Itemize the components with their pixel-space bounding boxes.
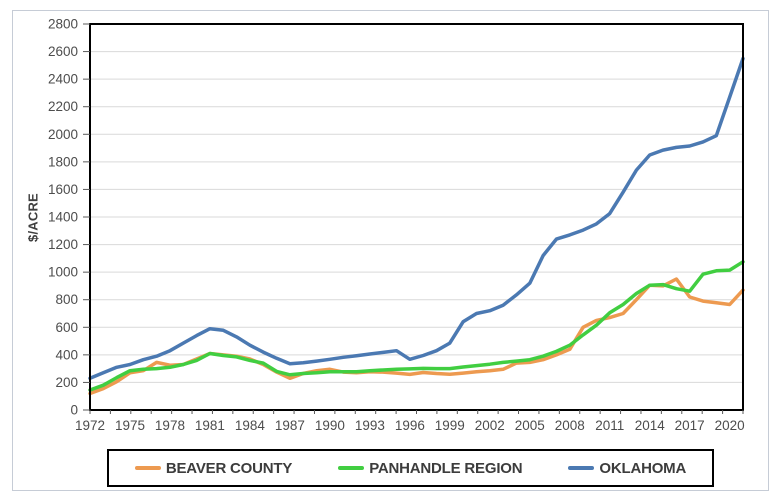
oklahoma-line xyxy=(88,56,745,381)
y-tick-label: 1400 xyxy=(48,210,78,225)
legend-item-beaver-county: BEAVER COUNTY xyxy=(134,459,293,477)
x-tick-label: 1978 xyxy=(155,418,185,433)
x-tick-label: 2002 xyxy=(475,418,505,433)
legend: BEAVER COUNTY PANHANDLE REGION OKLAHOMA xyxy=(107,449,714,487)
panhandle-region-legend-label: PANHANDLE REGION xyxy=(369,459,523,477)
y-tick-label: 2200 xyxy=(48,99,78,114)
y-tick-label: 600 xyxy=(55,320,78,335)
legend-item-panhandle-region: PANHANDLE REGION xyxy=(338,459,523,477)
y-tick-label: 200 xyxy=(55,375,78,390)
x-tick-label: 2008 xyxy=(555,418,585,433)
x-tick-label: 2005 xyxy=(515,418,545,433)
x-tick-label: 1993 xyxy=(355,418,385,433)
panhandle-region-legend-swatch xyxy=(338,466,365,470)
y-tick-label: 1600 xyxy=(48,182,78,197)
y-gridlines xyxy=(90,23,743,383)
y-tick-label: 400 xyxy=(55,347,78,362)
y-axis-title: $/ACRE xyxy=(25,193,41,242)
panhandle-region-line xyxy=(88,260,745,392)
y-axis-ticks-and-labels: 0 200 400 600 800 1000 1200 1400 1600 1800 2000 220… xyxy=(48,17,90,418)
y-tick-label: 1000 xyxy=(48,265,78,280)
y-tick-label: 2800 xyxy=(48,17,78,32)
x-tick-label: 1996 xyxy=(395,418,425,433)
beaver-county-legend-swatch xyxy=(134,466,161,470)
oklahoma-legend-swatch xyxy=(568,466,595,470)
y-tick-label: 1800 xyxy=(48,154,78,169)
x-tick-label: 1990 xyxy=(315,418,345,433)
x-tick-label: 1981 xyxy=(195,418,225,433)
y-tick-label: 0 xyxy=(70,403,78,418)
legend-item-oklahoma: OKLAHOMA xyxy=(568,460,686,477)
x-tick-label: 2014 xyxy=(635,418,666,433)
y-tick-label: 1200 xyxy=(48,237,78,252)
beaver-county-line xyxy=(88,277,745,396)
x-tick-label: 1975 xyxy=(115,418,145,433)
x-tick-label: 1999 xyxy=(435,418,465,433)
x-tick-label: 2020 xyxy=(715,418,745,433)
y-tick-label: 2600 xyxy=(48,44,78,59)
y-tick-label: 2000 xyxy=(48,127,78,142)
y-tick-label: 2400 xyxy=(48,72,78,87)
beaver-county-legend-label: BEAVER COUNTY xyxy=(165,459,293,477)
x-axis-ticks-and-labels: 1972 1975 1978 1981 1984 1987 1990 1993 1996 1999… xyxy=(75,410,745,433)
y-tick-label: 800 xyxy=(55,292,78,307)
x-tick-label: 2017 xyxy=(675,418,705,433)
oklahoma-legend-label: OKLAHOMA xyxy=(599,459,687,477)
x-tick-label: 2011 xyxy=(595,418,624,433)
x-tick-label: 1984 xyxy=(235,418,266,433)
x-tick-label: 1987 xyxy=(275,418,305,433)
x-tick-label: 1972 xyxy=(75,418,105,433)
